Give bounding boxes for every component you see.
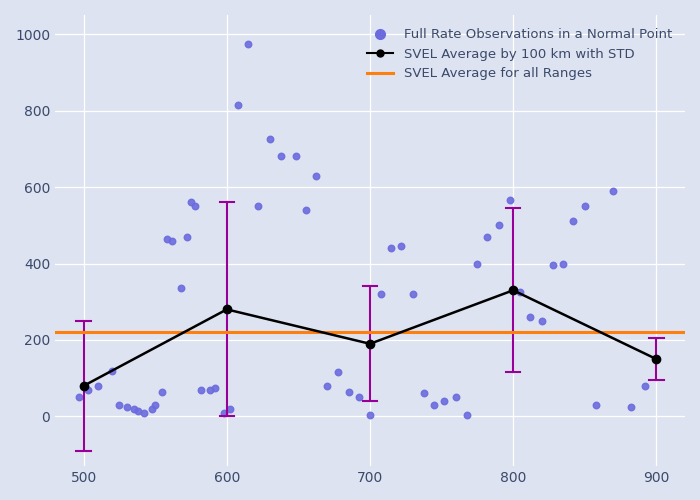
Full Rate Observations in a Normal Point: [147, 405, 158, 413]
Full Rate Observations in a Normal Point: [290, 152, 301, 160]
Full Rate Observations in a Normal Point: [396, 242, 407, 250]
Full Rate Observations in a Normal Point: [429, 401, 440, 409]
Full Rate Observations in a Normal Point: [514, 288, 526, 296]
Full Rate Observations in a Normal Point: [114, 401, 125, 409]
Full Rate Observations in a Normal Point: [333, 368, 344, 376]
Full Rate Observations in a Normal Point: [195, 386, 206, 394]
Full Rate Observations in a Normal Point: [276, 152, 287, 160]
Full Rate Observations in a Normal Point: [83, 386, 94, 394]
Full Rate Observations in a Normal Point: [639, 382, 650, 390]
Full Rate Observations in a Normal Point: [128, 405, 139, 413]
Full Rate Observations in a Normal Point: [365, 410, 376, 418]
Full Rate Observations in a Normal Point: [218, 408, 230, 416]
Full Rate Observations in a Normal Point: [376, 290, 387, 298]
Full Rate Observations in a Normal Point: [482, 232, 493, 240]
Full Rate Observations in a Normal Point: [243, 40, 254, 48]
Full Rate Observations in a Normal Point: [232, 101, 244, 109]
Full Rate Observations in a Normal Point: [204, 386, 215, 394]
Full Rate Observations in a Normal Point: [407, 290, 419, 298]
Full Rate Observations in a Normal Point: [591, 401, 602, 409]
Full Rate Observations in a Normal Point: [186, 198, 197, 206]
Full Rate Observations in a Normal Point: [161, 234, 172, 242]
Full Rate Observations in a Normal Point: [300, 206, 312, 214]
Full Rate Observations in a Normal Point: [505, 196, 516, 204]
Full Rate Observations in a Normal Point: [525, 313, 536, 321]
Full Rate Observations in a Normal Point: [536, 317, 547, 325]
Full Rate Observations in a Normal Point: [150, 401, 161, 409]
Full Rate Observations in a Normal Point: [558, 260, 569, 268]
Full Rate Observations in a Normal Point: [224, 405, 235, 413]
Full Rate Observations in a Normal Point: [264, 136, 275, 143]
Full Rate Observations in a Normal Point: [181, 232, 193, 240]
Full Rate Observations in a Normal Point: [121, 403, 132, 411]
Full Rate Observations in a Normal Point: [92, 382, 104, 390]
Full Rate Observations in a Normal Point: [210, 384, 221, 392]
Full Rate Observations in a Normal Point: [568, 218, 579, 226]
Full Rate Observations in a Normal Point: [494, 222, 505, 230]
Full Rate Observations in a Normal Point: [176, 284, 187, 292]
Full Rate Observations in a Normal Point: [608, 187, 619, 195]
Full Rate Observations in a Normal Point: [253, 202, 264, 210]
Full Rate Observations in a Normal Point: [343, 388, 354, 396]
Full Rate Observations in a Normal Point: [106, 366, 118, 374]
Full Rate Observations in a Normal Point: [386, 244, 397, 252]
Full Rate Observations in a Normal Point: [157, 388, 168, 396]
Full Rate Observations in a Normal Point: [167, 236, 178, 244]
Full Rate Observations in a Normal Point: [190, 202, 201, 210]
Full Rate Observations in a Normal Point: [439, 397, 450, 405]
Full Rate Observations in a Normal Point: [353, 394, 364, 402]
Legend: Full Rate Observations in a Normal Point, SVEL Average by 100 km with STD, SVEL : Full Rate Observations in a Normal Point…: [360, 22, 678, 87]
Full Rate Observations in a Normal Point: [310, 172, 321, 179]
Full Rate Observations in a Normal Point: [462, 410, 473, 418]
Full Rate Observations in a Normal Point: [547, 262, 559, 270]
Full Rate Observations in a Normal Point: [579, 202, 590, 210]
Full Rate Observations in a Normal Point: [450, 394, 461, 402]
Full Rate Observations in a Normal Point: [625, 403, 636, 411]
Full Rate Observations in a Normal Point: [74, 394, 85, 402]
Full Rate Observations in a Normal Point: [132, 406, 144, 414]
Full Rate Observations in a Normal Point: [138, 408, 149, 416]
Full Rate Observations in a Normal Point: [321, 382, 332, 390]
Full Rate Observations in a Normal Point: [419, 390, 430, 398]
Full Rate Observations in a Normal Point: [472, 260, 483, 268]
